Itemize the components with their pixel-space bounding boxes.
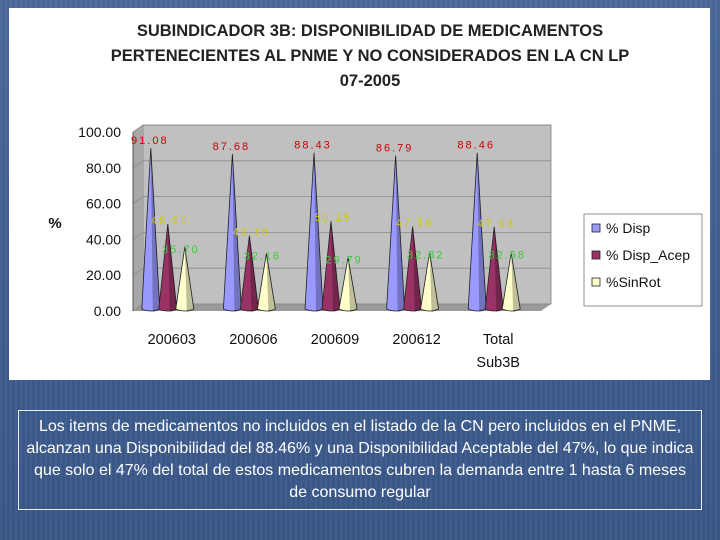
chart-title-line-1: SUBINDICADOR 3B: DISPONIBILIDAD DE MEDIC… xyxy=(137,22,603,40)
data-label: 47.16 xyxy=(396,218,434,230)
cone-shade xyxy=(494,226,504,312)
gridline-side xyxy=(132,124,144,133)
y-tick-label: 40.00 xyxy=(86,231,121,247)
cone-shade xyxy=(331,221,340,312)
data-label: 88.46 xyxy=(457,140,495,152)
cone-bar-chart: SUBINDICADOR 3B: DISPONIBILIDAD DE MEDIC… xyxy=(48,22,703,371)
caption-box: Los items de medicamentos no incluidos e… xyxy=(18,410,702,510)
data-label: 42.18 xyxy=(233,226,271,238)
caption-text: Los items de medicamentos no incluidos e… xyxy=(26,418,694,501)
y-tick-label: 100.00 xyxy=(78,124,121,140)
cone-shade xyxy=(395,155,405,312)
x-tick-label: Total xyxy=(483,332,514,348)
cone-shade xyxy=(314,152,323,312)
legend-swatch xyxy=(591,223,601,233)
data-label: 29.79 xyxy=(325,255,363,267)
legend-label: %SinRot xyxy=(606,274,661,290)
gridline-side xyxy=(132,303,144,312)
x-tick-label: 200606 xyxy=(229,332,277,348)
y-tick-label: 20.00 xyxy=(86,267,121,283)
y-axis-label: % xyxy=(48,215,61,232)
cone-shade xyxy=(477,152,487,312)
data-label: 32.58 xyxy=(488,250,526,262)
cone-shade xyxy=(150,147,160,312)
y-tick-label: 80.00 xyxy=(86,160,121,176)
gridline-side xyxy=(132,267,144,276)
cone-shade xyxy=(167,224,177,312)
cone-sinrot xyxy=(338,257,358,312)
cone-shade xyxy=(348,257,357,312)
cone-shade xyxy=(412,226,422,312)
x-tick-label: 200612 xyxy=(392,332,440,348)
data-label: 86.79 xyxy=(376,143,414,155)
data-label: 35.70 xyxy=(162,244,200,256)
cone-shade xyxy=(511,252,521,312)
y-tick-label: 60.00 xyxy=(86,196,121,212)
gridline-side xyxy=(132,160,144,169)
legend-swatch xyxy=(591,250,601,260)
cone-sinrot xyxy=(501,252,521,312)
cone-shade xyxy=(429,252,439,312)
chart-title-line-3: 07-2005 xyxy=(340,72,401,90)
data-label: 88.43 xyxy=(294,140,332,152)
legend-label: % Disp_Acep xyxy=(606,247,690,263)
cone-shade xyxy=(266,253,276,312)
chart-title-line-2: PERTENECIENTES AL PNME Y NO CONSIDERADOS… xyxy=(111,47,630,65)
cone-sinrot xyxy=(256,253,276,312)
chart-panel: SUBINDICADOR 3B: DISPONIBILIDAD DE MEDIC… xyxy=(9,8,710,380)
x-tick-label: 200609 xyxy=(311,332,359,348)
legend-box xyxy=(583,213,703,307)
data-label: 47.03 xyxy=(477,218,515,230)
legend-swatch xyxy=(591,277,601,287)
x-tick-label: Sub3B xyxy=(476,355,520,371)
data-label: 32.82 xyxy=(407,249,445,261)
cone-shade xyxy=(249,235,259,312)
x-tick-label: 200603 xyxy=(148,332,196,348)
cone-shade xyxy=(184,247,194,312)
plot-side-wall xyxy=(133,125,143,311)
cone-sinrot xyxy=(175,247,195,312)
cone-shade xyxy=(232,154,242,312)
data-label: 87.68 xyxy=(213,141,251,153)
gridline-side xyxy=(132,232,144,240)
legend-label: % Disp xyxy=(606,220,651,236)
cone-sinrot xyxy=(420,252,440,312)
data-label: 50.15 xyxy=(314,212,352,224)
data-label: 91.08 xyxy=(131,135,169,147)
y-tick-label: 0.00 xyxy=(94,303,121,319)
data-label: 48.60 xyxy=(151,215,189,227)
data-label: 32.16 xyxy=(244,250,282,262)
gridline-side xyxy=(132,196,144,204)
